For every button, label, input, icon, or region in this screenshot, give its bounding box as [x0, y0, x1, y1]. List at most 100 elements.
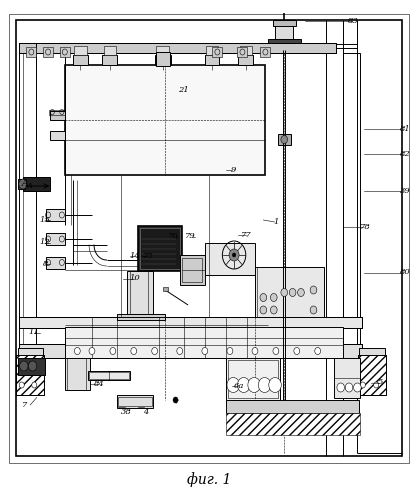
Circle shape [237, 378, 250, 392]
Circle shape [248, 378, 260, 392]
Bar [18, 179, 25, 189]
Text: 11: 11 [28, 328, 39, 336]
Circle shape [289, 288, 296, 296]
Bar [359, 348, 385, 355]
Circle shape [152, 348, 158, 354]
Text: 39: 39 [400, 187, 411, 195]
Bar [156, 46, 169, 55]
Bar [274, 46, 295, 50]
Bar [19, 316, 362, 328]
Bar [16, 355, 44, 395]
Text: 77: 77 [241, 231, 252, 239]
Circle shape [260, 306, 267, 314]
Text: 9: 9 [231, 166, 236, 174]
Text: 84: 84 [94, 380, 105, 388]
Text: 82: 82 [400, 150, 411, 158]
Bar [205, 242, 255, 275]
Bar [19, 344, 362, 357]
Bar [156, 52, 170, 66]
Circle shape [173, 397, 178, 403]
Bar [358, 355, 386, 395]
Text: 4: 4 [143, 408, 148, 416]
Circle shape [315, 348, 321, 354]
Bar [228, 360, 278, 398]
Circle shape [281, 136, 288, 143]
Bar [19, 44, 336, 52]
Circle shape [258, 378, 271, 392]
Text: 6а: 6а [234, 382, 244, 390]
Bar [255, 266, 324, 316]
Bar [276, 40, 293, 48]
Text: 10: 10 [129, 274, 140, 282]
Text: 75: 75 [143, 252, 154, 260]
Bar [163, 287, 168, 291]
Bar [43, 48, 53, 56]
Circle shape [270, 294, 277, 302]
Bar [50, 111, 65, 120]
Circle shape [20, 361, 28, 371]
Circle shape [260, 294, 267, 302]
Bar [19, 42, 36, 390]
Bar [19, 316, 362, 328]
Text: 79: 79 [185, 232, 196, 240]
Bar [117, 395, 153, 407]
Bar [23, 177, 50, 191]
Text: 12: 12 [40, 238, 51, 246]
Text: 80: 80 [400, 268, 411, 276]
Circle shape [229, 249, 239, 261]
Bar [275, 25, 293, 40]
Circle shape [227, 378, 240, 392]
Bar [358, 355, 386, 395]
Bar [50, 131, 65, 140]
Text: фиг. 1: фиг. 1 [187, 472, 231, 488]
Bar [140, 228, 180, 269]
Circle shape [360, 382, 365, 388]
Text: 14: 14 [130, 252, 140, 260]
Circle shape [310, 286, 317, 294]
Circle shape [269, 378, 281, 392]
Circle shape [89, 348, 95, 354]
Bar [226, 358, 280, 400]
Text: 81: 81 [400, 125, 411, 133]
Bar [127, 270, 153, 316]
Bar [89, 372, 129, 379]
Bar [117, 314, 165, 320]
Bar [277, 280, 292, 300]
Bar [226, 400, 359, 412]
Text: A: A [27, 182, 33, 190]
Bar [182, 258, 202, 282]
Bar [118, 396, 152, 406]
Bar [226, 412, 360, 435]
Text: 5: 5 [378, 378, 383, 386]
Circle shape [294, 348, 300, 354]
Bar [26, 48, 36, 56]
Text: 38: 38 [121, 408, 132, 416]
Bar [180, 255, 205, 285]
Circle shape [28, 361, 37, 371]
Text: 8: 8 [43, 260, 48, 268]
Circle shape [354, 383, 361, 392]
Bar [240, 46, 252, 55]
Circle shape [252, 348, 258, 354]
Bar [343, 52, 360, 390]
Bar [74, 46, 87, 55]
Bar [273, 20, 296, 26]
Bar [65, 358, 90, 390]
Bar [278, 134, 291, 145]
Bar [237, 48, 247, 56]
Circle shape [232, 253, 236, 257]
Bar [205, 55, 219, 65]
Circle shape [177, 348, 183, 354]
Bar [65, 326, 343, 358]
Text: 83: 83 [348, 17, 359, 25]
Bar [260, 48, 270, 56]
Text: 7: 7 [23, 401, 28, 409]
Text: 78: 78 [360, 223, 371, 231]
Circle shape [345, 383, 353, 392]
Bar [18, 348, 43, 355]
Bar [206, 46, 218, 55]
Bar [49, 110, 65, 115]
Text: 1: 1 [273, 218, 278, 226]
Text: 76: 76 [168, 232, 179, 240]
Text: A: A [22, 179, 28, 188]
